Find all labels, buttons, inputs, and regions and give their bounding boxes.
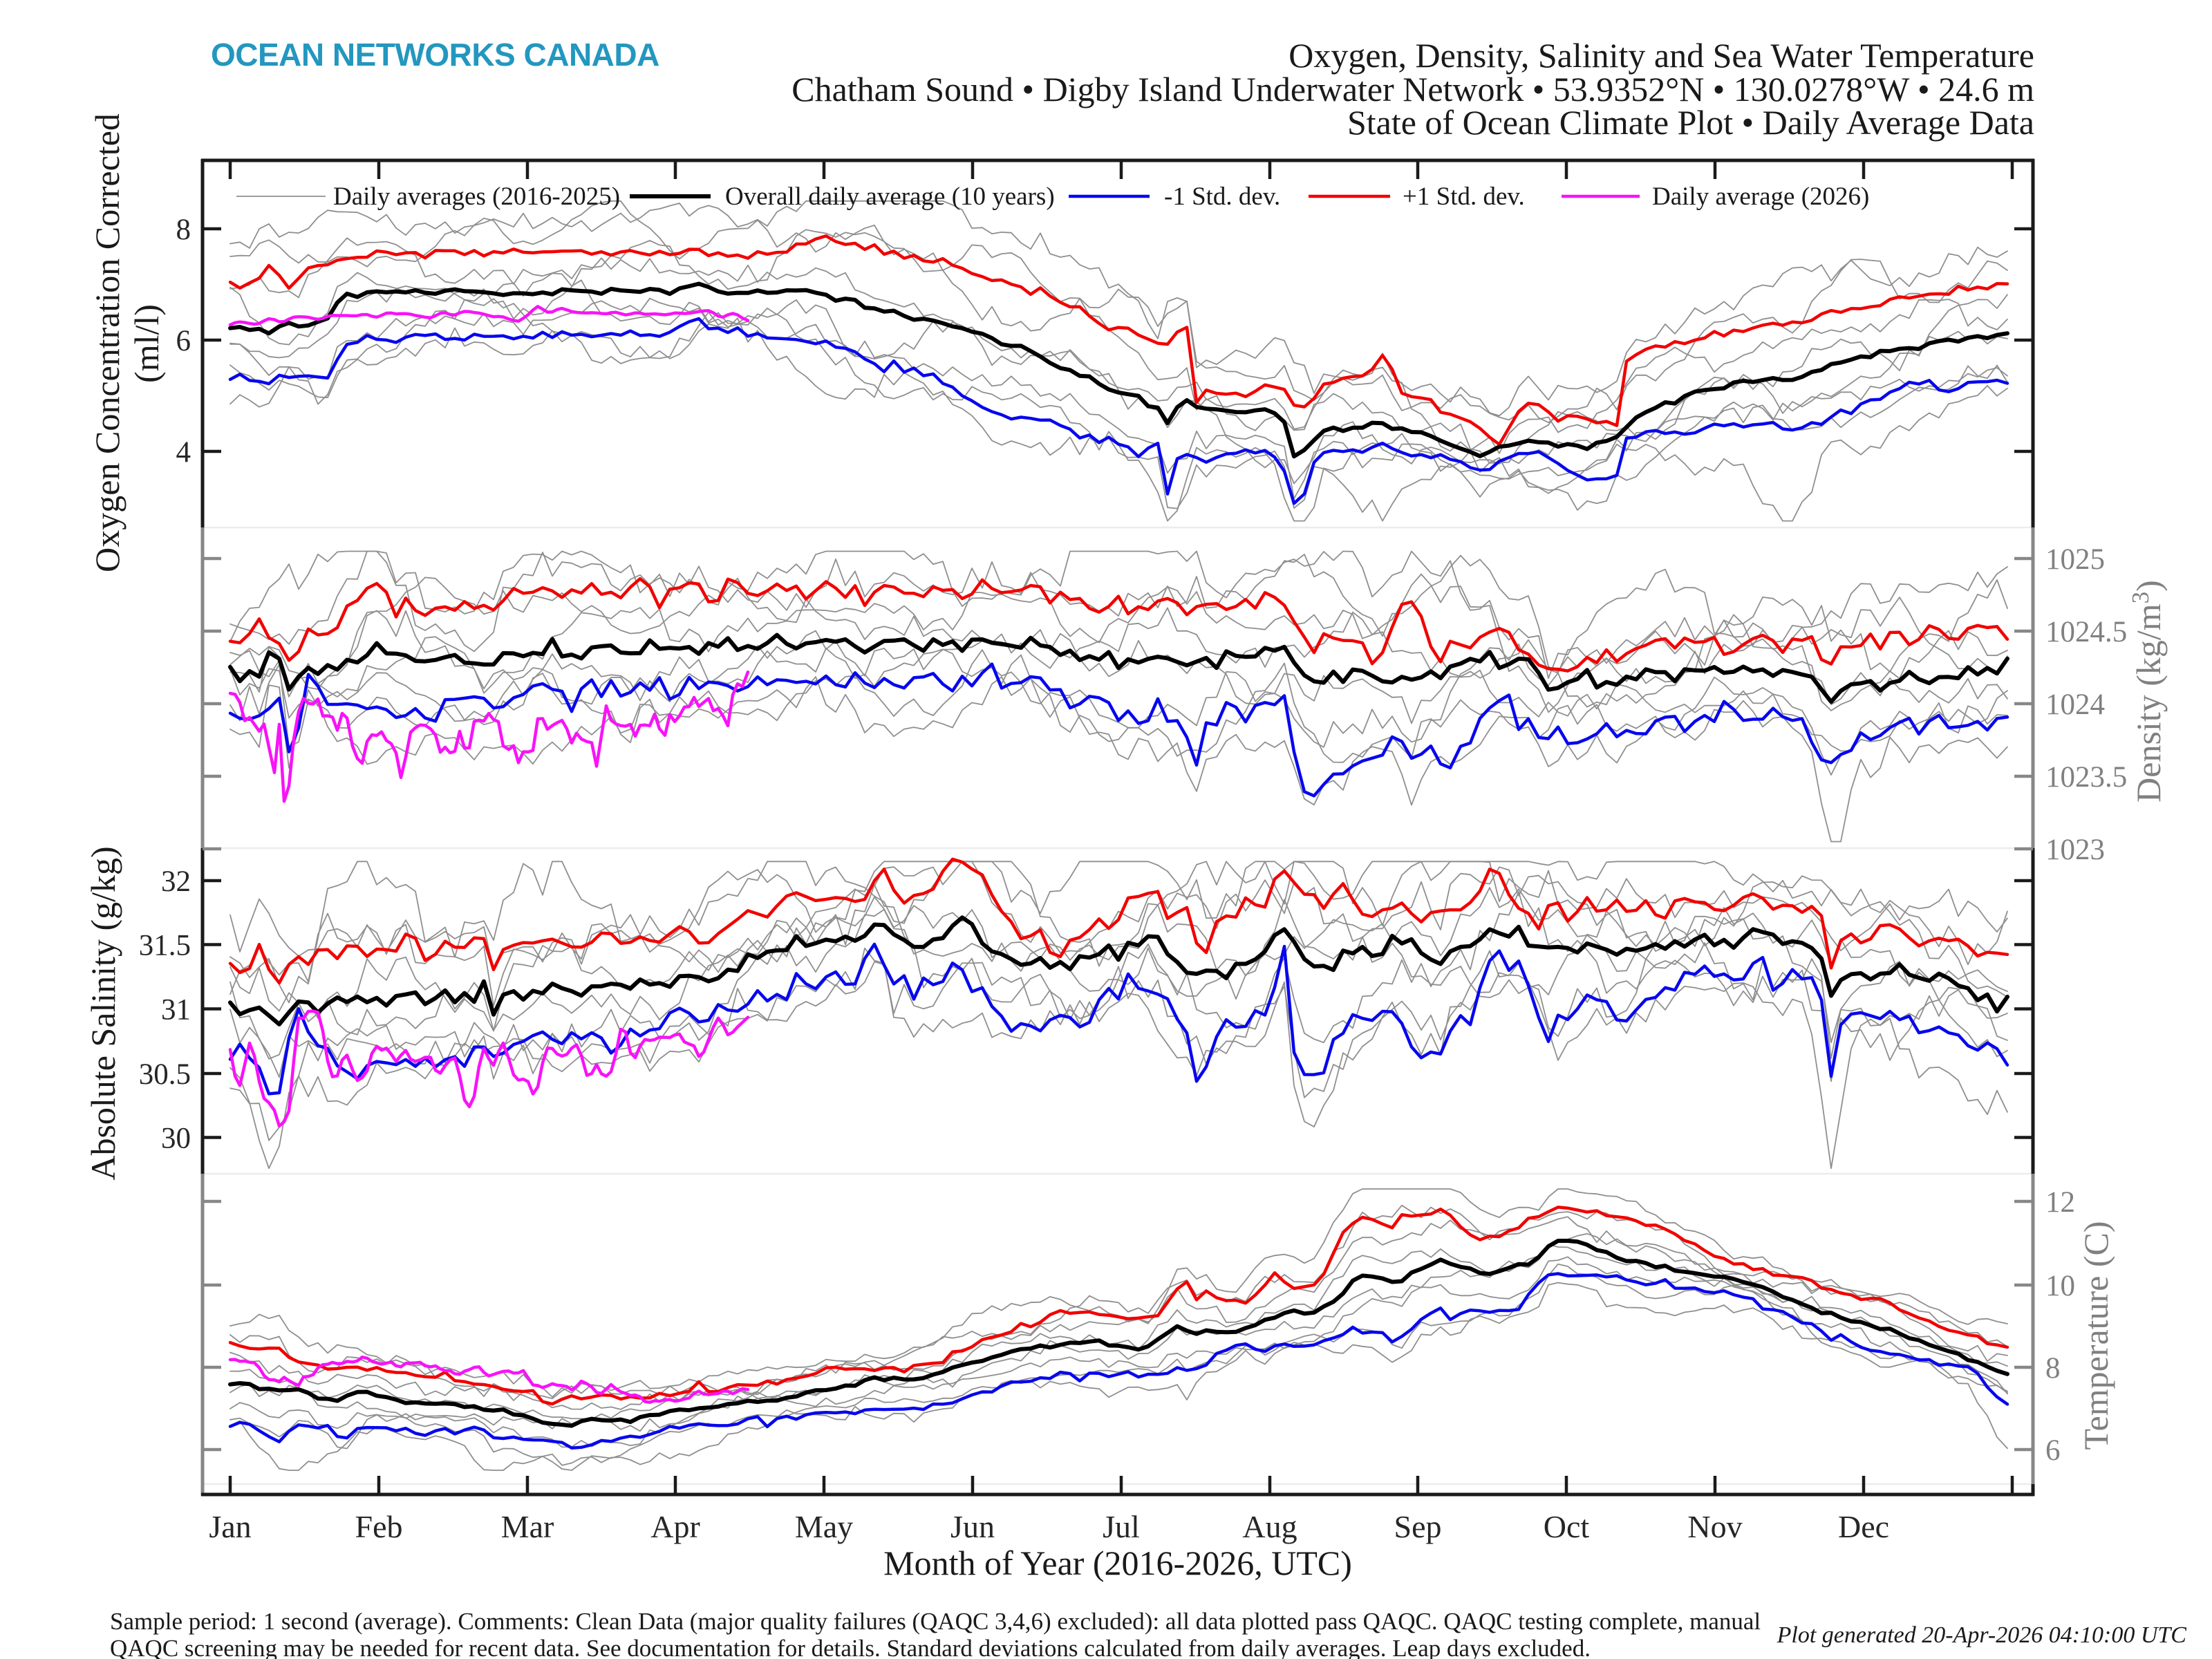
svg-text:31.5: 31.5 (139, 930, 191, 962)
svg-text:State of Ocean Climate Plot •: State of Ocean Climate Plot • Daily Aver… (1347, 103, 2034, 142)
svg-text:Oxygen, Density, Salinity and: Oxygen, Density, Salinity and Sea Water … (1288, 36, 2034, 75)
svg-text:Oxygen Concentration Corrected: Oxygen Concentration Corrected (88, 113, 126, 572)
svg-text:Absolute Salinity (g/kg): Absolute Salinity (g/kg) (84, 846, 122, 1180)
svg-text:Density (kg/m3): Density (kg/m3) (2127, 580, 2168, 803)
svg-text:Jan: Jan (209, 1509, 251, 1544)
svg-text:Chatham Sound • Digby Island U: Chatham Sound • Digby Island Underwater … (791, 70, 2034, 109)
svg-text:Sample period: 1 second (avera: Sample period: 1 second (average). Comme… (110, 1608, 1761, 1635)
svg-text:Month of Year (2016-2026, UTC): Month of Year (2016-2026, UTC) (883, 1544, 1352, 1582)
svg-text:1023.5: 1023.5 (2045, 761, 2127, 794)
svg-text:1024.5: 1024.5 (2045, 616, 2127, 648)
svg-text:Oct: Oct (1544, 1509, 1590, 1544)
svg-text:Nov: Nov (1687, 1509, 1742, 1544)
svg-text:Mar: Mar (501, 1509, 554, 1544)
svg-text:Plot generated 20-Apr-2026 04:: Plot generated 20-Apr-2026 04:10:00 UTC (1777, 1622, 2187, 1648)
svg-text:-1 Std. dev.: -1 Std. dev. (1164, 182, 1280, 211)
svg-text:Jun: Jun (950, 1509, 995, 1544)
svg-text:31: 31 (161, 994, 191, 1027)
svg-text:Daily average (2026): Daily average (2026) (1652, 182, 1869, 211)
svg-text:Sep: Sep (1394, 1509, 1442, 1544)
svg-text:8: 8 (176, 214, 191, 246)
svg-text:Daily averages (2016-2025): Daily averages (2016-2025) (333, 182, 620, 211)
svg-text:May: May (795, 1509, 853, 1544)
svg-text:1024: 1024 (2045, 688, 2105, 721)
svg-text:Jul: Jul (1103, 1509, 1140, 1544)
svg-text:QAQC screening may be needed f: QAQC screening may be needed for recent … (110, 1635, 1591, 1659)
svg-text:6: 6 (2045, 1434, 2061, 1467)
svg-text:6: 6 (176, 325, 191, 357)
svg-text:Apr: Apr (650, 1509, 700, 1544)
svg-text:4: 4 (176, 436, 191, 469)
svg-text:1023: 1023 (2045, 834, 2105, 866)
svg-text:+1 Std. dev.: +1 Std. dev. (1403, 182, 1525, 211)
svg-text:12: 12 (2045, 1186, 2075, 1219)
svg-text:Temperature (C): Temperature (C) (2077, 1221, 2115, 1450)
svg-text:(ml/l): (ml/l) (127, 304, 166, 383)
svg-text:10: 10 (2045, 1270, 2075, 1302)
svg-text:OCEAN NETWORKS CANADA: OCEAN NETWORKS CANADA (211, 37, 659, 73)
svg-text:30.5: 30.5 (139, 1058, 191, 1091)
svg-text:Overall daily average (10 year: Overall daily average (10 years) (725, 182, 1055, 211)
svg-text:30: 30 (161, 1123, 191, 1155)
svg-text:1025: 1025 (2045, 543, 2105, 576)
svg-text:8: 8 (2045, 1352, 2061, 1385)
svg-text:32: 32 (161, 865, 191, 898)
svg-text:Feb: Feb (355, 1509, 403, 1544)
svg-text:Aug: Aug (1242, 1509, 1297, 1544)
svg-text:Dec: Dec (1838, 1509, 1889, 1544)
